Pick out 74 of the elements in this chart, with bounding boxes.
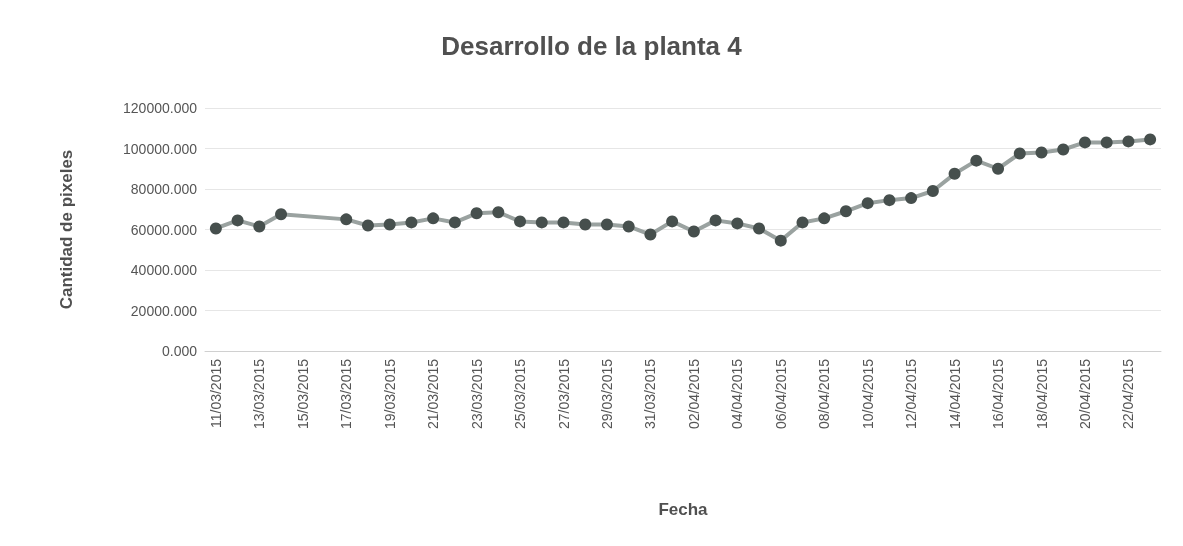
y-tick-label: 60000.000 xyxy=(130,221,198,238)
x-tick-label: 22/04/2015 xyxy=(1120,358,1137,430)
point xyxy=(905,192,918,205)
point xyxy=(470,207,483,220)
x-tick-label: 18/04/2015 xyxy=(1033,358,1050,430)
chart-title: Desarrollo de la planta 4 xyxy=(441,31,743,61)
point xyxy=(492,206,505,219)
point xyxy=(514,215,527,228)
point xyxy=(253,220,266,233)
y-tick-label: 100000.000 xyxy=(123,140,198,157)
point xyxy=(992,162,1005,175)
y-axis-title: Cantidad de pixeles xyxy=(57,149,76,310)
x-tick-label: 19/03/2015 xyxy=(381,358,398,430)
point xyxy=(600,218,613,231)
x-tick-label: 15/03/2015 xyxy=(294,358,311,430)
point xyxy=(622,220,635,233)
point xyxy=(709,214,722,227)
point xyxy=(1122,135,1135,148)
point xyxy=(1100,136,1113,149)
y-tick-label: 20000.000 xyxy=(130,302,198,319)
point xyxy=(970,154,983,167)
point xyxy=(1144,133,1157,146)
x-tick-label: 27/03/2015 xyxy=(555,358,572,430)
point xyxy=(361,219,374,232)
x-tick-label: 11/03/2015 xyxy=(207,358,224,429)
point xyxy=(427,212,440,225)
point xyxy=(818,212,831,225)
point xyxy=(839,205,852,218)
x-tick-label: 16/04/2015 xyxy=(990,358,1007,430)
point xyxy=(861,197,874,210)
point xyxy=(926,185,939,198)
x-tick-label: 21/03/2015 xyxy=(425,358,442,430)
y-tick-label: 0.000 xyxy=(161,343,198,359)
x-tick-label: 08/04/2015 xyxy=(816,358,833,430)
point xyxy=(1057,143,1070,156)
x-tick-label: 25/03/2015 xyxy=(512,358,529,430)
x-tick-label: 20/04/2015 xyxy=(1076,358,1093,430)
point xyxy=(231,214,244,227)
point xyxy=(1013,147,1026,160)
point xyxy=(948,167,961,180)
x-tick-label: 13/03/2015 xyxy=(251,358,268,430)
point xyxy=(883,194,896,207)
point xyxy=(557,216,570,229)
x-tick-label: 12/04/2015 xyxy=(903,358,920,430)
point xyxy=(753,222,766,235)
point xyxy=(731,217,744,230)
point xyxy=(275,208,288,221)
x-tick-label: 31/03/2015 xyxy=(642,358,659,430)
x-tick-label: 14/04/2015 xyxy=(946,358,963,430)
x-axis-title: Fecha xyxy=(658,500,709,519)
x-tick-label: 02/04/2015 xyxy=(685,358,702,430)
x-tick-label: 04/04/2015 xyxy=(729,358,746,430)
point xyxy=(796,216,809,229)
point xyxy=(1078,136,1091,149)
point xyxy=(666,215,679,228)
point xyxy=(1035,146,1048,159)
x-tick-label: 23/03/2015 xyxy=(468,358,485,430)
point xyxy=(774,234,787,247)
point xyxy=(383,218,396,231)
x-tick-label: 06/04/2015 xyxy=(772,358,789,430)
y-tick-label: 40000.000 xyxy=(130,262,198,278)
y-tick-label: 120000.000 xyxy=(123,100,198,116)
point xyxy=(405,216,418,229)
x-tick-label: 17/03/2015 xyxy=(338,358,355,430)
point xyxy=(448,216,461,229)
point xyxy=(535,216,548,229)
point xyxy=(579,218,592,231)
point xyxy=(687,225,700,238)
y-tick-label: 80000.000 xyxy=(130,181,198,197)
x-tick-label: 29/03/2015 xyxy=(598,358,615,430)
point xyxy=(209,222,222,235)
point xyxy=(340,213,353,226)
x-tick-label: 10/04/2015 xyxy=(859,358,876,430)
point xyxy=(644,228,657,241)
